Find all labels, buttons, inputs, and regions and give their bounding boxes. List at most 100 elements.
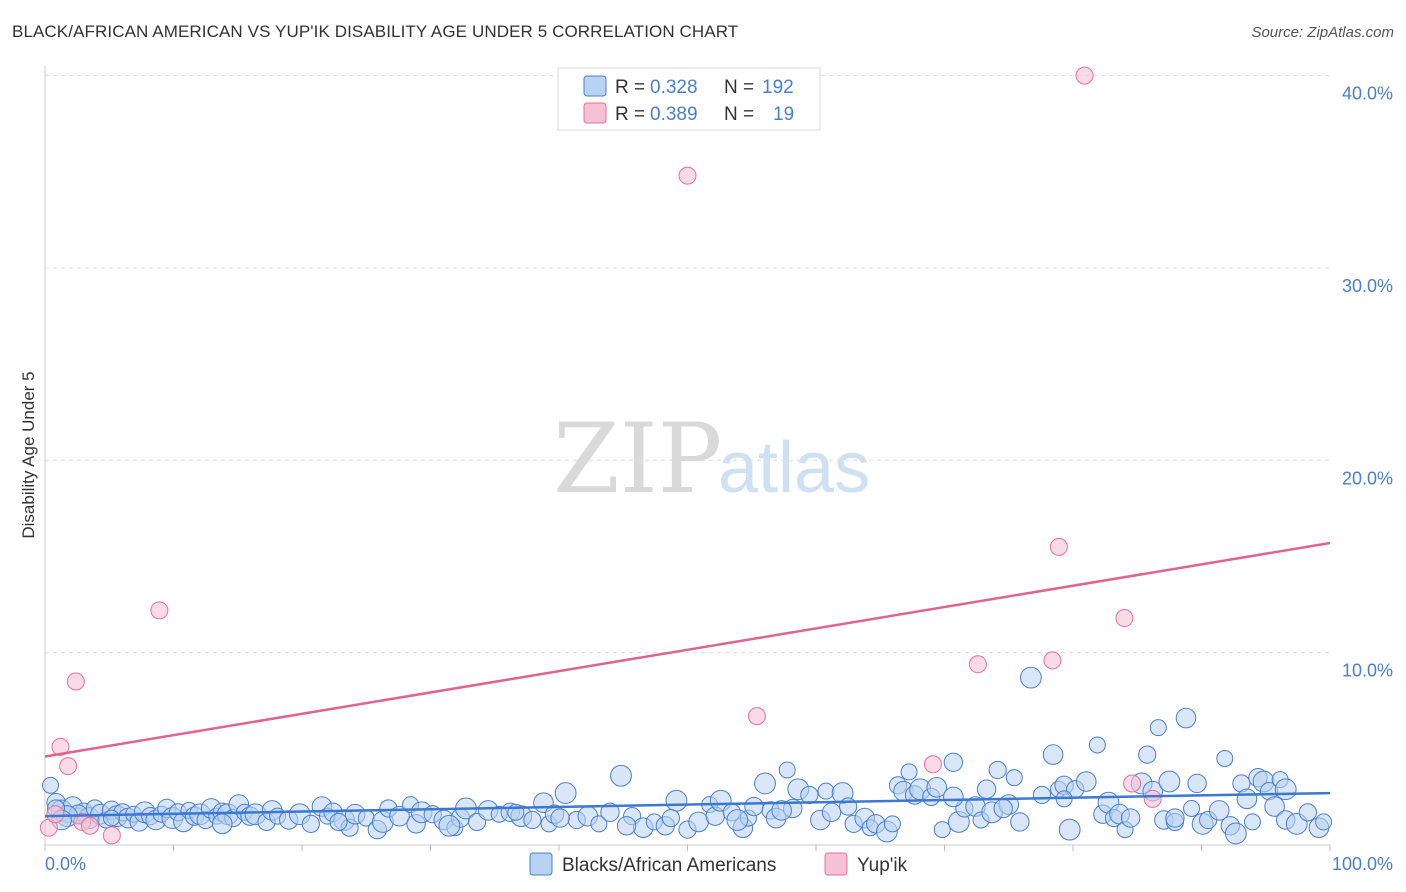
scatter-point (1043, 651, 1062, 670)
scatter-point (1032, 785, 1052, 805)
scatter-point (1120, 808, 1141, 828)
scatter-point (438, 814, 461, 837)
scatter-point (523, 810, 542, 830)
scatter-point (1020, 666, 1042, 689)
scatter-point (1183, 799, 1201, 817)
y-tick-label: 20.0% (1342, 468, 1393, 488)
legend-swatch-blue (583, 75, 607, 97)
scatter-point (800, 785, 819, 805)
scatter-point (1208, 800, 1230, 821)
scatter-point (301, 814, 320, 833)
watermark-zip: ZIP (553, 403, 722, 515)
legend-swatch-pink (583, 102, 607, 124)
scatter-point (46, 805, 65, 824)
scatter-point (1075, 66, 1094, 85)
scatter-point (754, 772, 776, 795)
scatter-point (600, 802, 620, 823)
scatter-point (102, 826, 121, 845)
scatter-point (1187, 773, 1207, 794)
scatter-point (1088, 736, 1106, 754)
scatter-point (1005, 769, 1023, 787)
legend-n-value: 192 (762, 77, 794, 98)
scatter-point (883, 815, 901, 833)
scatter-point (943, 752, 964, 772)
scatter-point (821, 802, 842, 823)
scatter-point (1042, 744, 1064, 765)
scatter-point (943, 786, 964, 808)
scatter-point (726, 809, 749, 831)
scatter-point (66, 672, 85, 691)
scatter-point (616, 816, 637, 836)
bottom-legend: Blacks/African Americans Yup'ik (529, 852, 908, 876)
scatter-point (678, 166, 697, 185)
scatter-point (59, 757, 78, 776)
scatter-point (1216, 749, 1234, 767)
bottom-legend-label-pink: Yup'ik (857, 855, 908, 876)
chart-title: BLACK/AFRICAN AMERICAN VS YUP'IK DISABIL… (12, 22, 739, 41)
scatter-point (688, 811, 709, 833)
scatter-point (1236, 788, 1258, 810)
x-tick-labels: 0.0% 100.0% (45, 854, 1393, 874)
scatter-point (976, 779, 997, 799)
scatter-point (926, 776, 948, 798)
scatter-point (747, 707, 766, 726)
scatter-point (1264, 796, 1285, 817)
x-tick-label: 0.0% (45, 854, 86, 874)
scatter-point (1224, 822, 1247, 845)
scatter-point (42, 776, 60, 794)
series-blacks-african-americans (42, 666, 1333, 845)
scatter-point (665, 789, 688, 812)
scatter-point (661, 808, 680, 828)
scatter-point (744, 796, 764, 817)
y-tick-label: 40.0% (1342, 84, 1393, 104)
legend-r-label: R = (615, 77, 645, 98)
source-credit: Source: ZipAtlas.com (1251, 24, 1394, 41)
scatter-point (1315, 813, 1333, 831)
watermark: ZIP atlas (553, 403, 870, 515)
scatter-point (1123, 774, 1142, 793)
scatter-point (1165, 808, 1185, 828)
scatter-point (1058, 818, 1081, 841)
y-tick-labels: 10.0% 20.0% 30.0% 40.0% (1342, 84, 1393, 681)
scatter-point (211, 813, 233, 835)
scatter-point (389, 805, 410, 827)
scatter-point (771, 800, 792, 821)
scatter-point (1010, 812, 1030, 832)
y-tick-label: 10.0% (1342, 661, 1393, 681)
scatter-point (1115, 609, 1134, 628)
legend-n-label: N = (724, 77, 754, 98)
y-axis-label: Disability Age Under 5 (19, 371, 38, 538)
scatter-point (1274, 778, 1297, 801)
scatter-point (1243, 813, 1261, 831)
scatter-point (1158, 770, 1181, 793)
scatter-point (1298, 803, 1317, 822)
trend-lines (44, 541, 1331, 818)
scatter-point (329, 812, 348, 832)
legend-r-value: 0.328 (650, 77, 698, 98)
scatter-point (900, 763, 918, 781)
bottom-legend-swatch-blue (529, 852, 553, 876)
watermark-atlas: atlas (718, 428, 870, 508)
y-tick-label: 30.0% (1342, 276, 1393, 296)
x-tick-label: 100.0% (1332, 854, 1393, 874)
scatter-point (554, 782, 577, 804)
legend-r-label: R = (615, 104, 645, 125)
scatter-point (1149, 719, 1167, 737)
trend-line-pink (44, 541, 1331, 758)
scatter-point (150, 601, 169, 620)
scatter-point (923, 755, 942, 774)
scatter-point (933, 821, 951, 839)
scatter-point (1075, 771, 1097, 792)
trend-line-blue (44, 791, 1331, 818)
scatter-point (817, 782, 835, 800)
scatter-point (993, 798, 1013, 819)
bottom-legend-label-blue: Blacks/African Americans (562, 855, 776, 876)
scatter-point (1143, 789, 1162, 808)
scatter-point (80, 816, 99, 835)
bottom-legend-swatch-pink (824, 852, 848, 876)
legend-n-value: 19 (773, 104, 794, 125)
scatter-point (778, 761, 796, 779)
scatter-point (51, 737, 70, 756)
legend-r-value: 0.389 (650, 104, 698, 125)
